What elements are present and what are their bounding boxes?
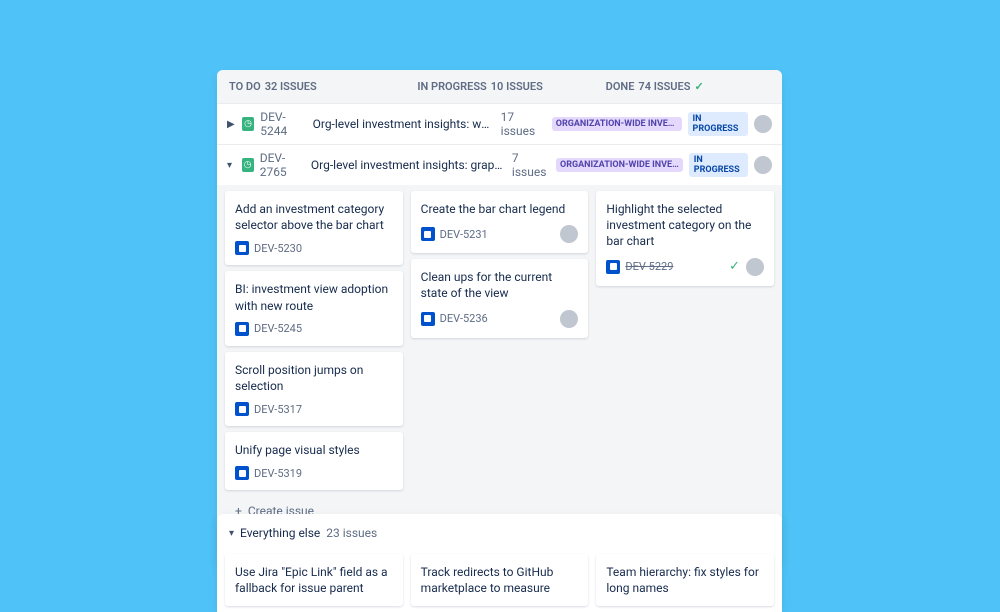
column-todo: Use Jira "Epic Link" field as a fallback… [225, 554, 403, 606]
columns-header: TO DO 32 ISSUES IN PROGRESS 10 ISSUES DO… [217, 70, 782, 103]
story-icon [606, 260, 620, 274]
issue-card[interactable]: Unify page visual styles DEV-5319 [225, 432, 403, 490]
avatar[interactable] [754, 115, 772, 133]
epic-icon: ◷ [242, 158, 254, 172]
avatar[interactable] [560, 310, 578, 328]
story-icon [421, 227, 435, 241]
card-title: Highlight the selected investment catego… [606, 201, 764, 250]
issue-card[interactable]: Create the bar chart legend DEV-5231 [411, 191, 589, 253]
column-header-done: DONE 74 ISSUES ✓ [594, 70, 782, 103]
card-title: Use Jira "Epic Link" field as a fallback… [235, 564, 393, 596]
card-key: DEV-5319 [254, 467, 302, 480]
card-key: DEV-5317 [254, 403, 302, 416]
issue-card[interactable]: Use Jira "Epic Link" field as a fallback… [225, 554, 403, 606]
swimlane: Use Jira "Epic Link" field as a fallback… [217, 548, 782, 612]
everything-else-board: ▾ Everything else 23 issues Use Jira "Ep… [217, 514, 782, 612]
column-inprogress: Create the bar chart legend DEV-5231 Cle… [411, 191, 589, 526]
card-title: Track redirects to GitHub marketplace to… [421, 564, 579, 596]
card-title: Team hierarchy: fix styles for long name… [606, 564, 764, 596]
issue-card[interactable]: Clean ups for the current state of the v… [411, 259, 589, 337]
chevron-down-icon: ▾ [227, 160, 236, 171]
avatar[interactable] [754, 156, 772, 174]
column-count: 74 ISSUES [638, 80, 690, 93]
story-icon [235, 322, 249, 336]
issue-card[interactable]: Add an investment category selector abov… [225, 191, 403, 265]
kanban-board: TO DO 32 ISSUES IN PROGRESS 10 ISSUES DO… [217, 70, 782, 564]
column-done: Highlight the selected investment catego… [596, 191, 774, 526]
column-count: 32 ISSUES [265, 80, 317, 93]
section-label: Everything else [240, 526, 320, 540]
card-title: Scroll position jumps on selection [235, 362, 393, 394]
avatar[interactable] [746, 258, 764, 276]
epic-key: DEV-2765 [260, 151, 305, 179]
epic-key: DEV-5244 [260, 110, 306, 138]
story-icon [235, 241, 249, 255]
check-icon: ✓ [694, 80, 703, 93]
column-header-inprogress: IN PROGRESS 10 ISSUES [405, 70, 593, 103]
epic-icon: ◷ [242, 117, 254, 131]
card-key: DEV-5231 [440, 228, 488, 241]
card-title: Clean ups for the current state of the v… [421, 269, 579, 301]
story-icon [421, 312, 435, 326]
issue-card[interactable]: Team hierarchy: fix styles for long name… [596, 554, 774, 606]
column-label: DONE [606, 80, 635, 93]
section-count: 23 issues [326, 526, 377, 540]
column-todo: Add an investment category selector abov… [225, 191, 403, 526]
card-title: Create the bar chart legend [421, 201, 579, 217]
chevron-down-icon: ▾ [229, 528, 234, 539]
card-key: DEV-5229 [625, 260, 673, 273]
card-key: DEV-5236 [440, 312, 488, 325]
column-count: 10 ISSUES [491, 80, 543, 93]
issue-card[interactable]: Track redirects to GitHub marketplace to… [411, 554, 589, 606]
epic-title: Org-level investment insights: graph fil… [311, 158, 506, 172]
epic-title: Org-level investment insights: work tab [313, 117, 495, 131]
epic-count: 7 issues [512, 151, 550, 179]
column-label: IN PROGRESS [417, 80, 486, 93]
column-inprogress: Track redirects to GitHub marketplace to… [411, 554, 589, 606]
epic-tag: ORGANIZATION-WIDE INVESTM… [552, 117, 682, 131]
card-title: Add an investment category selector abov… [235, 201, 393, 233]
card-title: BI: investment view adoption with new ro… [235, 281, 393, 313]
status-badge: IN PROGRESS [689, 153, 748, 177]
epic-count: 17 issues [501, 110, 546, 138]
avatar[interactable] [560, 225, 578, 243]
story-icon [235, 466, 249, 480]
card-key: DEV-5230 [254, 242, 302, 255]
epic-tag: ORGANIZATION-WIDE INVESTM… [556, 158, 683, 172]
issue-card[interactable]: Scroll position jumps on selection DEV-5… [225, 352, 403, 426]
issue-card[interactable]: BI: investment view adoption with new ro… [225, 271, 403, 345]
status-badge: IN PROGRESS [688, 112, 748, 136]
check-icon: ✓ [729, 259, 740, 274]
story-icon [235, 402, 249, 416]
issue-card[interactable]: Highlight the selected investment catego… [596, 191, 774, 286]
column-label: TO DO [229, 80, 261, 93]
column-done: Team hierarchy: fix styles for long name… [596, 554, 774, 606]
swimlane: Add an investment category selector abov… [217, 185, 782, 532]
card-title: Unify page visual styles [235, 442, 393, 458]
epic-row[interactable]: ▾ ◷ DEV-2765 Org-level investment insigh… [217, 144, 782, 185]
card-key: DEV-5245 [254, 322, 302, 335]
everything-else-header[interactable]: ▾ Everything else 23 issues [217, 518, 782, 548]
column-header-todo: TO DO 32 ISSUES [217, 70, 405, 103]
chevron-right-icon: ▶ [227, 119, 236, 130]
epic-row[interactable]: ▶ ◷ DEV-5244 Org-level investment insigh… [217, 103, 782, 144]
